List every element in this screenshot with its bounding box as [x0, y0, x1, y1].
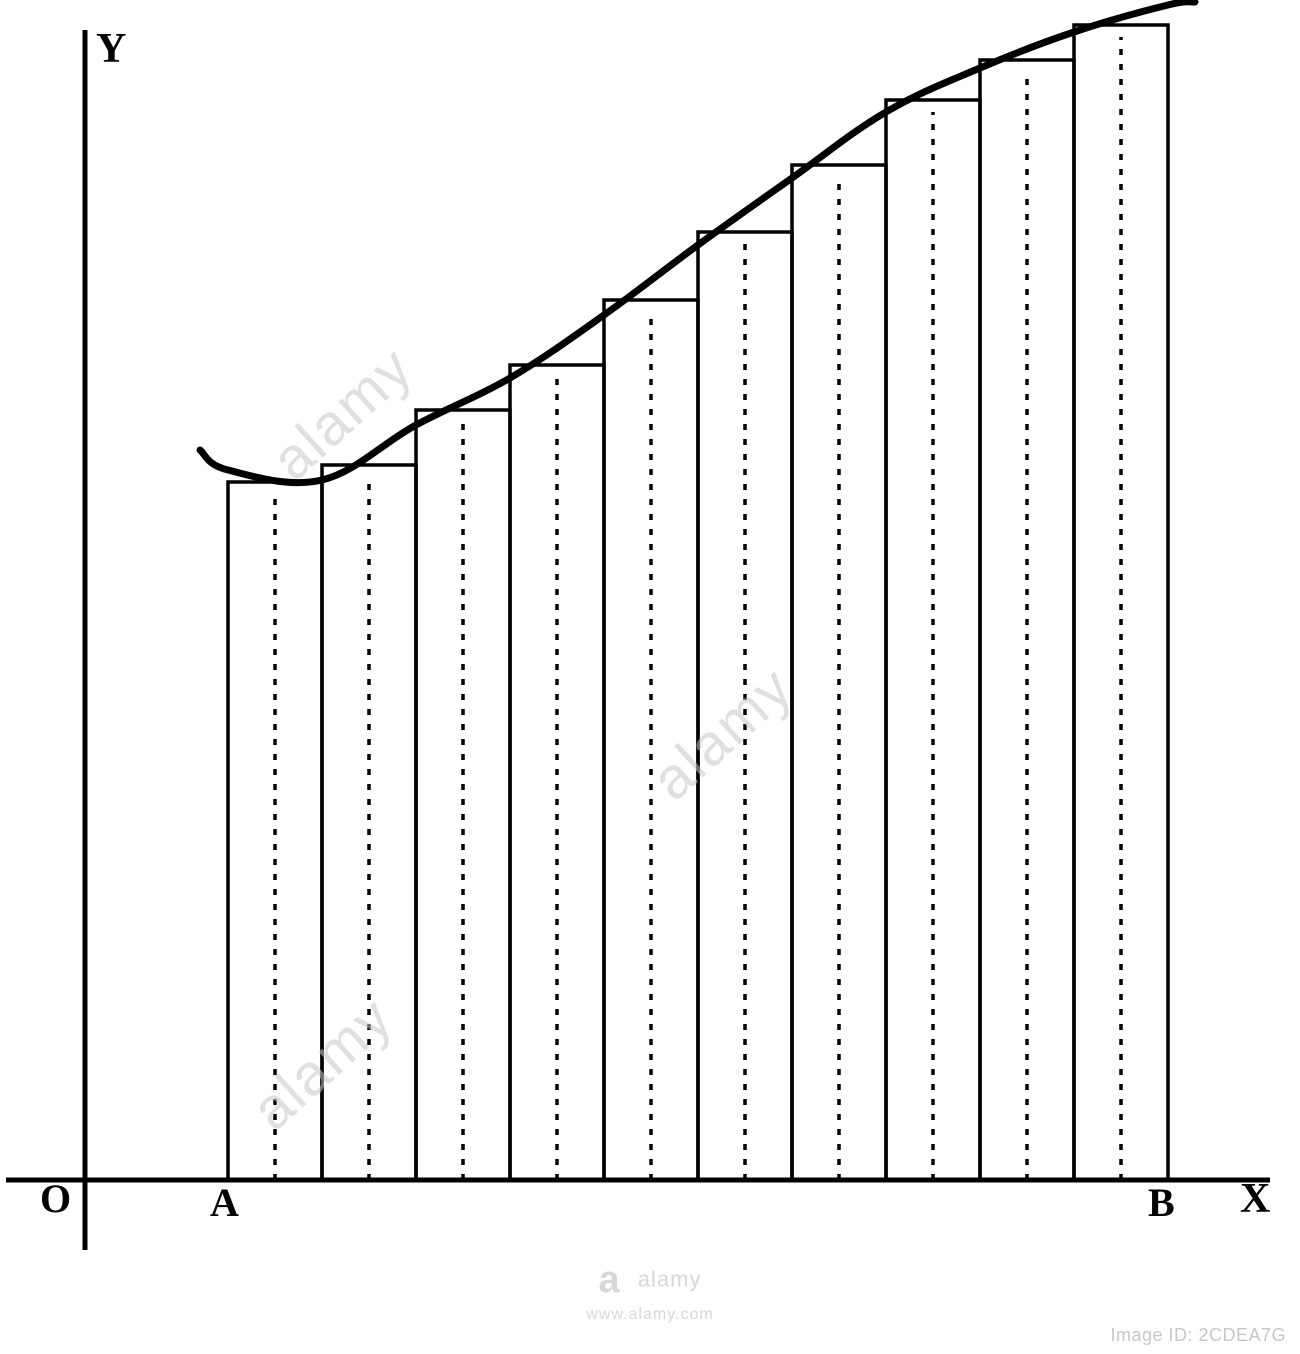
svg-text:X: X [1240, 1176, 1270, 1222]
svg-text:A: A [210, 1180, 239, 1225]
svg-text:Y: Y [96, 26, 126, 72]
diagram-svg: O Y X A B [0, 0, 1300, 1354]
riemann-diagram: O Y X A B [0, 0, 1300, 1354]
svg-text:B: B [1148, 1180, 1175, 1225]
svg-text:O: O [40, 1176, 71, 1221]
